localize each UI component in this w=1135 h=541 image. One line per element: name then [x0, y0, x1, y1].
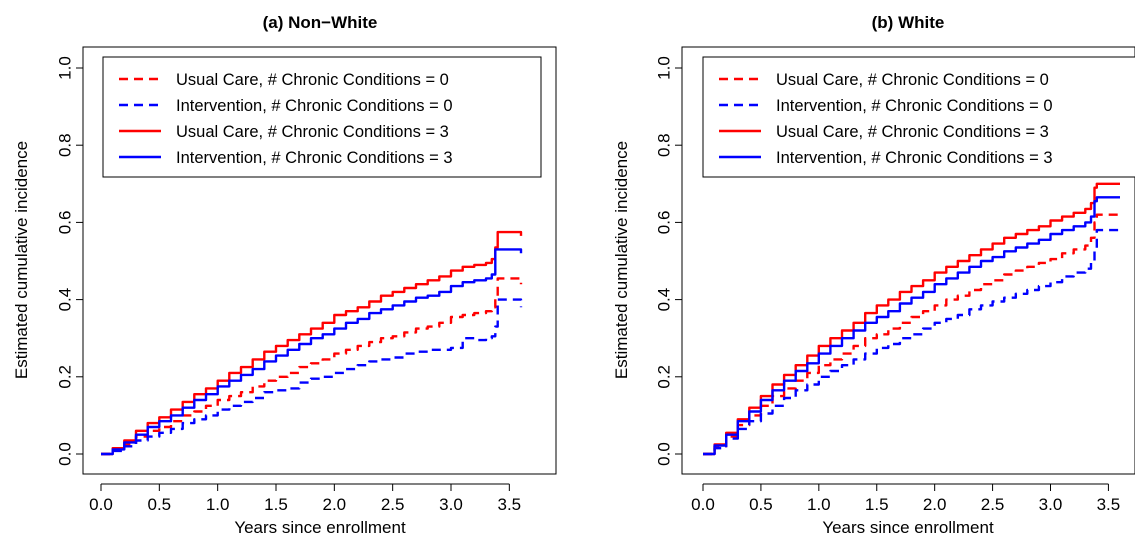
y-tick-label: 1.0 — [55, 56, 74, 80]
x-tick-label: 1.0 — [807, 495, 831, 514]
y-tick-label: 0.8 — [55, 133, 74, 157]
x-axis-label: Years since enrollment — [234, 518, 406, 537]
x-axis-label: Years since enrollment — [822, 518, 994, 537]
x-tick-label: 1.0 — [206, 495, 230, 514]
x-tick-label: 2.5 — [981, 495, 1005, 514]
series-line — [703, 182, 1120, 456]
legend-label: Intervention, # Chronic Conditions = 3 — [176, 149, 453, 167]
x-tick-label: 3.5 — [498, 495, 522, 514]
series-layer — [101, 230, 523, 456]
legend: Usual Care, # Chronic Conditions = 0 Inte… — [702, 56, 1135, 178]
legend-label: Usual Care, # Chronic Conditions = 0 — [776, 71, 1049, 89]
series-line — [703, 213, 1122, 456]
x-tick-label: 1.5 — [865, 495, 889, 514]
series-layer — [703, 182, 1122, 456]
legend-label: Intervention, # Chronic Conditions = 0 — [176, 97, 453, 115]
x-tick-label: 0.0 — [89, 495, 113, 514]
y-tick-label: 0.6 — [55, 211, 74, 235]
x-tick-label: 0.5 — [749, 495, 773, 514]
legend-label: Usual Care, # Chronic Conditions = 0 — [176, 71, 449, 89]
legend: Usual Care, # Chronic Conditions = 0 Inte… — [102, 56, 542, 178]
x-tick-label: 0.0 — [691, 495, 715, 514]
series-line — [101, 298, 523, 456]
legend-label: Intervention, # Chronic Conditions = 0 — [776, 97, 1053, 115]
axes: 0.0 0.5 1.0 1.5 2.0 2.5 3.0 3.5 0.0 0.2 0.4 0.6 0.8 1… — [654, 56, 1120, 514]
y-tick-label: 0.2 — [654, 365, 673, 389]
series-line — [703, 228, 1122, 456]
series-line — [703, 196, 1120, 456]
panel-title: (b) White — [872, 13, 945, 32]
x-tick-label: 2.0 — [323, 495, 347, 514]
y-tick-label: 0.4 — [55, 288, 74, 312]
panel-white: (b) White 0.0 0.5 1.0 1.5 2.0 2.5 3.0 3.5 0.0 0.2… — [612, 13, 1135, 537]
y-tick-label: 1.0 — [654, 56, 673, 80]
legend-label: Usual Care, # Chronic Conditions = 3 — [176, 123, 449, 141]
x-tick-label: 2.5 — [381, 495, 405, 514]
y-tick-label: 0.0 — [55, 442, 74, 466]
x-tick-label: 3.5 — [1097, 495, 1121, 514]
y-axis-label: Estimated cumulative incidence — [612, 141, 631, 379]
x-tick-label: 3.0 — [1039, 495, 1063, 514]
y-tick-label: 0.6 — [654, 211, 673, 235]
y-tick-label: 0.2 — [55, 365, 74, 389]
series-line — [101, 248, 523, 456]
y-tick-label: 0.8 — [654, 133, 673, 157]
legend-box — [102, 56, 542, 178]
legend-label: Usual Care, # Chronic Conditions = 3 — [776, 123, 1049, 141]
legend-box — [702, 56, 1135, 178]
axes: 0.0 0.5 1.0 1.5 2.0 2.5 3.0 3.5 0.0 0.2 0.4 0.6 0.8 1… — [55, 56, 521, 514]
y-axis-label: Estimated cumulative incidence — [12, 141, 31, 379]
x-tick-label: 1.5 — [264, 495, 288, 514]
x-tick-label: 3.0 — [439, 495, 463, 514]
panel-title: (a) Non−White — [263, 13, 378, 32]
x-tick-label: 2.0 — [923, 495, 947, 514]
y-tick-label: 0.0 — [654, 442, 673, 466]
series-line — [101, 277, 523, 456]
y-tick-label: 0.4 — [654, 288, 673, 312]
panel-non-white: (a) Non−White 0.0 0.5 1.0 1.5 2.0 2.5 3.0 3.50.… — [12, 13, 557, 537]
legend-label: Intervention, # Chronic Conditions = 3 — [776, 149, 1053, 167]
x-tick-label: 0.5 — [148, 495, 172, 514]
series-line — [101, 230, 523, 456]
